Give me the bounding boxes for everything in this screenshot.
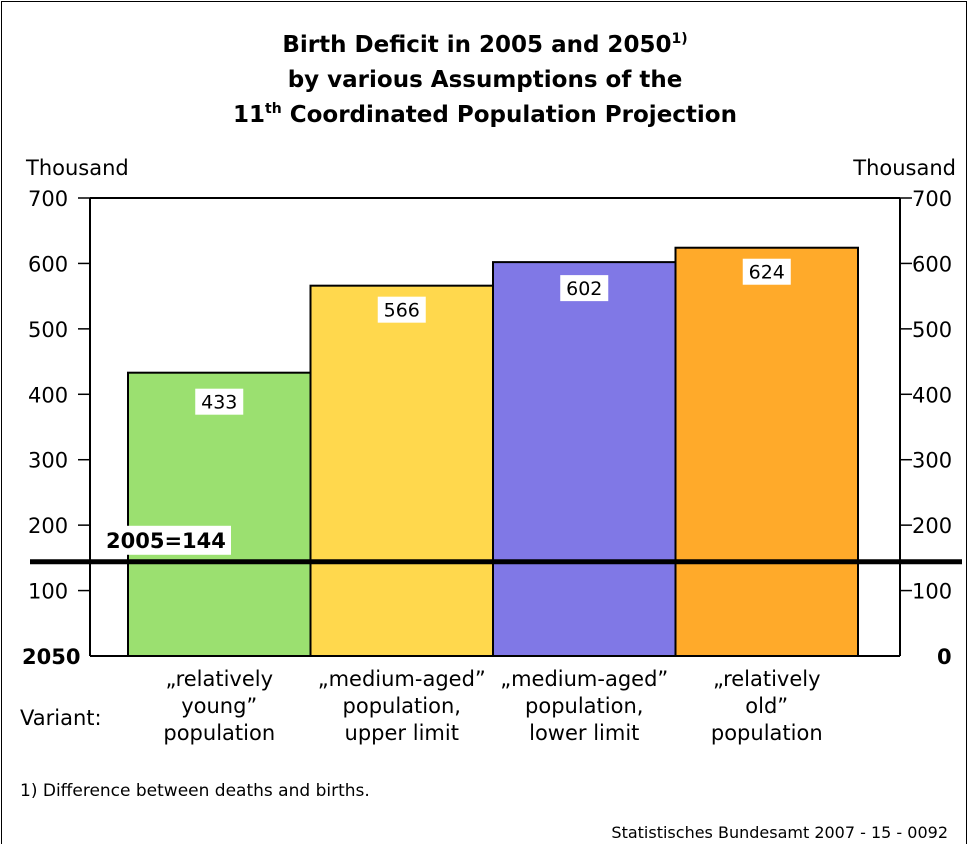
category-label-3: „medium-aged” population, lower limit [500,667,668,745]
category-label-4: „relatively old” population [711,667,823,745]
title-line-1: Birth Deficit in 2005 and 2050 [282,32,672,58]
title-ordinal-suffix: th [265,101,282,117]
title-line-2: by various Assumptions of the [287,67,683,93]
bar-4 [674,246,859,657]
x-axis-label: Variant: [20,706,102,730]
source-credit: Statistisches Bundesamt 2007 - 15 - 0092 [611,823,948,842]
category-label-2-line-3: upper limit [345,721,459,745]
y-tick-label-left-600: 600 [28,252,68,276]
footnote: 1) Difference between deaths and births. [20,781,370,801]
category-label-4-line-3: population [711,721,823,745]
y-axis-label-left: Thousand [25,156,129,180]
category-label-3-line-3: lower limit [529,721,639,745]
title-footnote-marker: 1) [671,31,688,47]
data-label-box-1 [195,388,244,415]
y-tick-label-right-300: 300 [912,449,952,473]
y-tick-label-left-700: 700 [28,187,68,211]
bar-1 [127,371,312,657]
title-ordinal-number: 11 [233,102,266,128]
title-line-3: Coordinated Population Projection [281,102,737,128]
category-label-3-line-1: „medium-aged” [500,667,668,691]
y-tick-label-left-500: 500 [28,318,68,342]
data-label-box-3 [560,275,609,302]
data-label-2: 566 [384,300,420,322]
reference-label-box [101,525,231,555]
plot-area: 100 100 200 200 300 300 400 400 500 500 600 600 700 7… [22,187,962,745]
category-label-1-line-2: young” [181,694,257,718]
y-tick-label-right-600: 600 [912,252,952,276]
data-label-4: 624 [749,262,785,284]
bar-3 [492,261,677,657]
data-label-3: 602 [566,278,602,300]
category-label-1-line-1: „relatively [165,667,273,691]
y-tick-label-right-500: 500 [912,318,952,342]
y-tick-label-right-200: 200 [912,514,952,538]
y-tick-label-right-100: 100 [912,580,952,604]
category-label-1: „relatively young” population [163,667,275,745]
category-label-3-line-2: population, [525,694,643,718]
category-label-4-line-1: „relatively [713,667,821,691]
y-tick-label-left-300: 300 [28,449,68,473]
data-label-box-2 [377,296,426,323]
category-label-4-line-2: old” [745,694,788,718]
data-label-box-4 [742,258,791,285]
y-zero-label-left: 2050 [22,645,80,669]
data-label-1: 433 [201,392,237,414]
category-label-2-line-2: population, [343,694,461,718]
category-label-1-line-3: population [163,721,275,745]
reference-label: 2005=144 [106,529,226,553]
y-tick-label-left-200: 200 [28,514,68,538]
y-tick-label-left-400: 400 [28,383,68,407]
y-zero-label-right: 0 [937,645,952,669]
y-tick-label-right-700: 700 [912,187,952,211]
y-axis-label-right: Thousand [852,156,956,180]
category-label-2-line-1: „medium-aged” [318,667,486,691]
y-tick-label-right-400: 400 [912,383,952,407]
chart-title: Birth Deficit in 2005 and 20501) by vari… [0,28,970,133]
y-tick-label-left-100: 100 [28,580,68,604]
category-label-2: „medium-aged” population, upper limit [318,667,486,745]
bar-2 [309,284,494,657]
